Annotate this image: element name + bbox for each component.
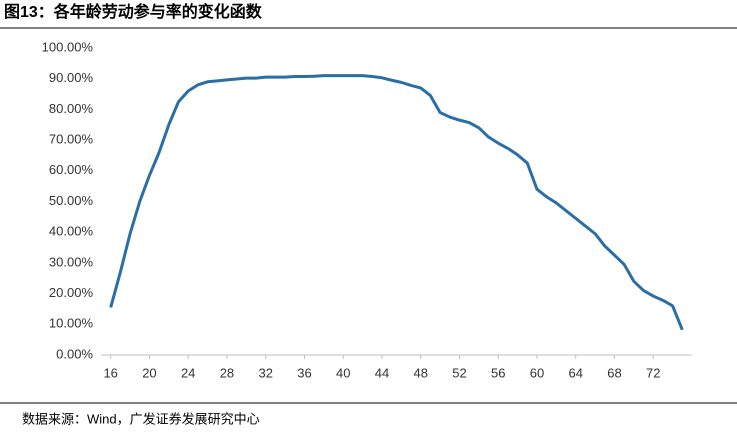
x-tick-label: 40	[336, 365, 350, 380]
data-line	[109, 74, 684, 331]
x-tick-label: 72	[646, 365, 660, 380]
x-tick-label: 36	[297, 365, 311, 380]
x-tick-label: 56	[491, 365, 505, 380]
x-tick-label: 28	[220, 365, 234, 380]
x-tick-label: 52	[452, 365, 466, 380]
y-tick-label: 0.00%	[56, 346, 93, 361]
chart-title: 图13：各年龄劳动参与率的变化函数	[4, 2, 263, 21]
x-tick-label: 68	[607, 365, 621, 380]
y-tick-label: 80.00%	[49, 101, 94, 116]
y-tick-label: 30.00%	[49, 254, 94, 269]
y-tick-label: 40.00%	[49, 224, 94, 239]
source: 数据来源：Wind，广发证券发展研究中心	[22, 411, 260, 426]
y-tick-label: 50.00%	[49, 193, 94, 208]
y-tick-label: 70.00%	[49, 132, 94, 147]
x-tick-label: 24	[181, 365, 195, 380]
x-tick-label: 20	[142, 365, 156, 380]
x-tick-label: 60	[530, 365, 544, 380]
x-tick-label: 64	[569, 365, 583, 380]
y-tick-label: 20.00%	[49, 285, 94, 300]
y-tick-label: 10.00%	[49, 316, 94, 331]
x-tick-label: 44	[375, 365, 389, 380]
y-tick-label: 90.00%	[49, 70, 94, 85]
y-tick-label: 60.00%	[49, 162, 94, 177]
x-tick-label: 32	[258, 365, 272, 380]
y-tick-label: 100.00%	[42, 39, 94, 54]
x-tick-label: 48	[413, 365, 427, 380]
x-tick-label: 16	[103, 365, 117, 380]
